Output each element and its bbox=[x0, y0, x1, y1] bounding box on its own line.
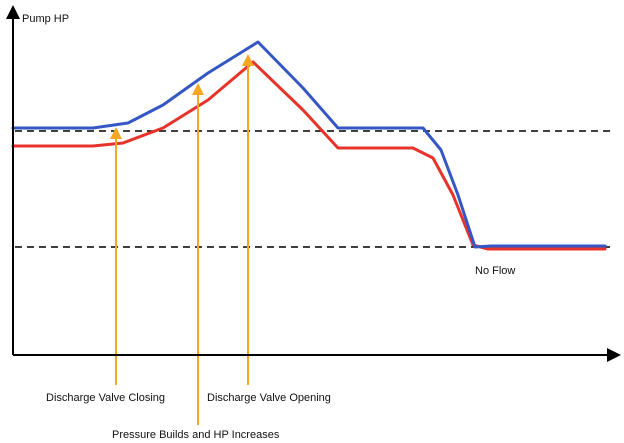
annotation-label-no-flow: No Flow bbox=[475, 265, 515, 277]
annotation-arrowhead-3 bbox=[242, 54, 254, 66]
annotation-group bbox=[110, 54, 254, 425]
reference-lines bbox=[15, 130, 614, 248]
series-line-2 bbox=[11, 40, 607, 249]
series-line-1 bbox=[11, 60, 607, 251]
annotation-label-pressure: Pressure Builds and HP Increases bbox=[112, 429, 280, 441]
series-group bbox=[11, 40, 607, 251]
annotation-label-opening: Discharge Valve Opening bbox=[207, 392, 331, 404]
annotation-label-closing: Discharge Valve Closing bbox=[46, 392, 165, 404]
annotation-arrowhead-2 bbox=[192, 83, 204, 95]
y-axis-label: Pump HP bbox=[22, 13, 69, 25]
annotation-arrowhead-1 bbox=[110, 127, 122, 139]
